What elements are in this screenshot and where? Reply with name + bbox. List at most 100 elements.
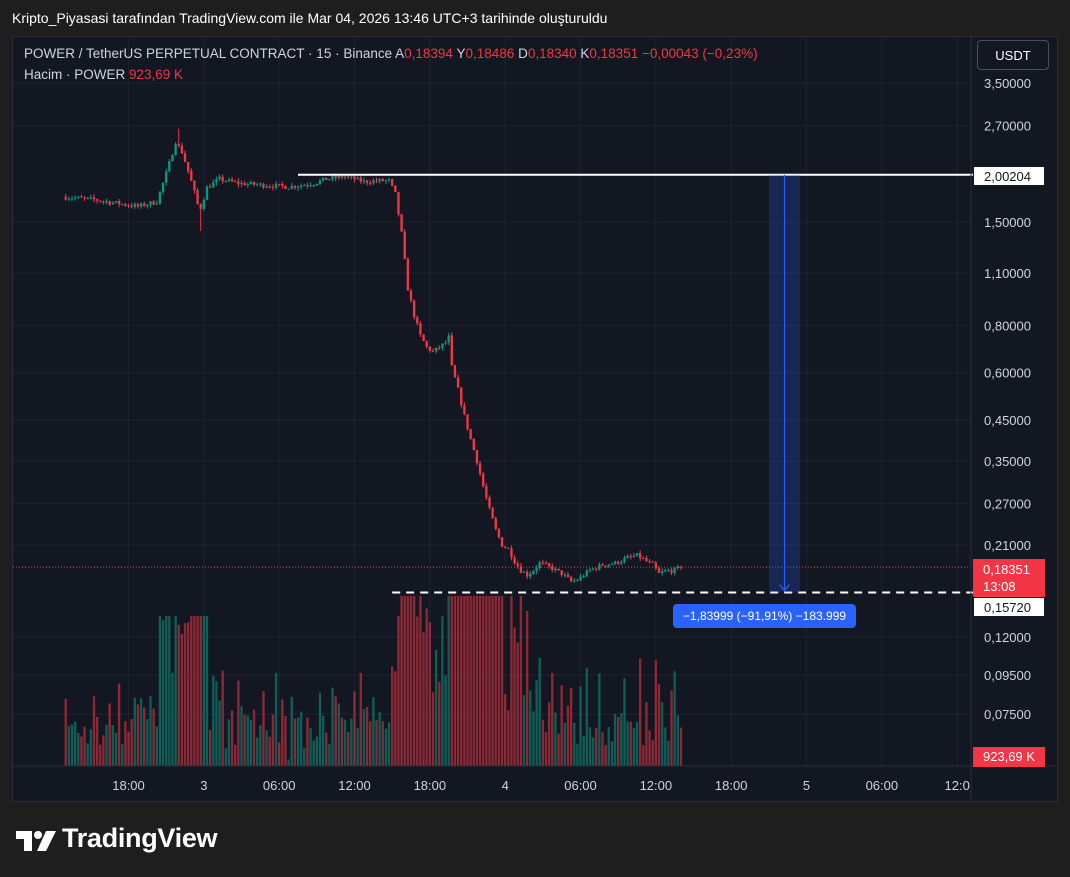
time-axis[interactable]: 18:00 3 06:00 12:00 18:00 4 06:00 12:00 18:00 5 06… xyxy=(13,765,1057,793)
candle-body xyxy=(428,346,432,351)
candle-body xyxy=(425,341,428,347)
volume-bar xyxy=(234,744,237,766)
candle-body xyxy=(626,556,629,558)
volume-bar xyxy=(306,717,309,766)
volume-bar xyxy=(601,732,604,766)
volume-bar xyxy=(92,696,96,766)
volume-bar xyxy=(613,713,617,766)
volume-bar xyxy=(525,611,529,766)
candle-body xyxy=(243,182,246,186)
candle-body xyxy=(262,183,265,188)
volume-bar xyxy=(588,727,592,766)
candle-body xyxy=(102,201,105,203)
volume-bar xyxy=(642,744,645,766)
volume-bar xyxy=(645,701,648,766)
volume-bar xyxy=(290,696,293,766)
volume-bar xyxy=(274,672,278,766)
volume-bar xyxy=(626,721,629,766)
y-tick-label: 0,35000 xyxy=(984,454,1031,469)
drawings[interactable] xyxy=(13,173,973,594)
volume-bar xyxy=(431,692,435,766)
volume-bar xyxy=(369,721,372,766)
candle-body xyxy=(422,334,425,342)
volume-bar xyxy=(212,675,215,766)
candle-body xyxy=(290,185,293,189)
candle-body xyxy=(623,557,626,563)
candle-body xyxy=(579,576,582,581)
candle-body xyxy=(281,183,284,186)
volume-bar xyxy=(648,730,651,766)
volume-bar xyxy=(268,736,271,766)
volume-tag: 923,69 K xyxy=(973,747,1045,767)
currency-button[interactable]: USDT xyxy=(977,40,1049,70)
x-tick-label: 06:00 xyxy=(263,778,296,793)
candle-body xyxy=(89,197,93,199)
candle-body xyxy=(180,145,184,154)
volume-bar xyxy=(284,715,287,766)
volume-bar xyxy=(447,596,450,766)
measure-label[interactable]: −1,83999 (−91,91%) −183.999 xyxy=(673,604,856,628)
candle-body xyxy=(208,186,212,188)
volume-bar xyxy=(328,743,331,766)
candle-body xyxy=(397,191,400,215)
volume-bar xyxy=(488,596,491,766)
y-tick-label: 0,12000 xyxy=(984,630,1031,645)
volume-bar xyxy=(177,624,180,766)
candle-body xyxy=(268,186,271,188)
volume-bar xyxy=(121,744,124,766)
candle-body xyxy=(212,182,215,188)
volume-bar xyxy=(67,725,71,766)
current-price-value: 0,18351 xyxy=(983,562,1030,577)
candle-body xyxy=(274,183,278,188)
candle-body xyxy=(303,185,306,187)
candle-body xyxy=(547,563,551,567)
candle-body xyxy=(108,201,111,205)
volume-bar xyxy=(102,735,105,766)
candle-body xyxy=(161,182,165,192)
candle-body xyxy=(494,518,497,529)
chart-panel[interactable] xyxy=(12,36,1058,802)
candle-body xyxy=(315,183,319,186)
volume-bar xyxy=(303,747,306,766)
candle-body xyxy=(544,562,548,564)
candle-body xyxy=(563,574,567,576)
candle-body xyxy=(321,177,325,181)
candle-body xyxy=(466,414,469,430)
candle-body xyxy=(86,197,89,199)
volume-bar xyxy=(566,705,570,766)
volume-bar xyxy=(64,698,67,766)
open-value: 0,18394 xyxy=(404,46,453,61)
volume-bar xyxy=(428,622,432,766)
volume-bar xyxy=(475,596,479,766)
x-tick-label: 06:00 xyxy=(564,778,597,793)
candle-body xyxy=(199,203,202,209)
candle-body xyxy=(73,197,77,199)
candle-body xyxy=(654,562,658,569)
volume-bar xyxy=(343,719,347,766)
volume-title[interactable]: Hacim · POWER xyxy=(24,67,126,82)
volume-bar xyxy=(340,717,344,766)
price-axis[interactable]: 3,50000 2,70000 1,50000 1,10000 0,80000 0,600… xyxy=(970,37,1031,801)
volume-bar xyxy=(372,696,375,766)
y-tick-label: 0,60000 xyxy=(984,366,1031,381)
volume-bar xyxy=(551,672,554,766)
x-tick-label: 12:00 xyxy=(640,778,673,793)
candle-body xyxy=(469,429,472,439)
candle-body xyxy=(246,183,249,186)
candle-body xyxy=(202,199,206,209)
volume-bar xyxy=(70,724,74,766)
volume-bar xyxy=(441,616,444,766)
candle-body xyxy=(519,566,523,573)
candle-body xyxy=(174,144,177,156)
symbol-title[interactable]: POWER / TetherUS PERPETUAL CONTRACT · 15… xyxy=(24,46,393,61)
candle-body xyxy=(510,548,513,558)
candle-body xyxy=(551,566,554,571)
volume-bar xyxy=(497,596,501,766)
volume-bar xyxy=(604,745,607,766)
candle-body xyxy=(146,204,149,207)
volume-bar xyxy=(500,596,504,766)
volume-bar xyxy=(114,732,118,766)
candle-body xyxy=(403,231,406,259)
volume-bar xyxy=(130,719,133,766)
